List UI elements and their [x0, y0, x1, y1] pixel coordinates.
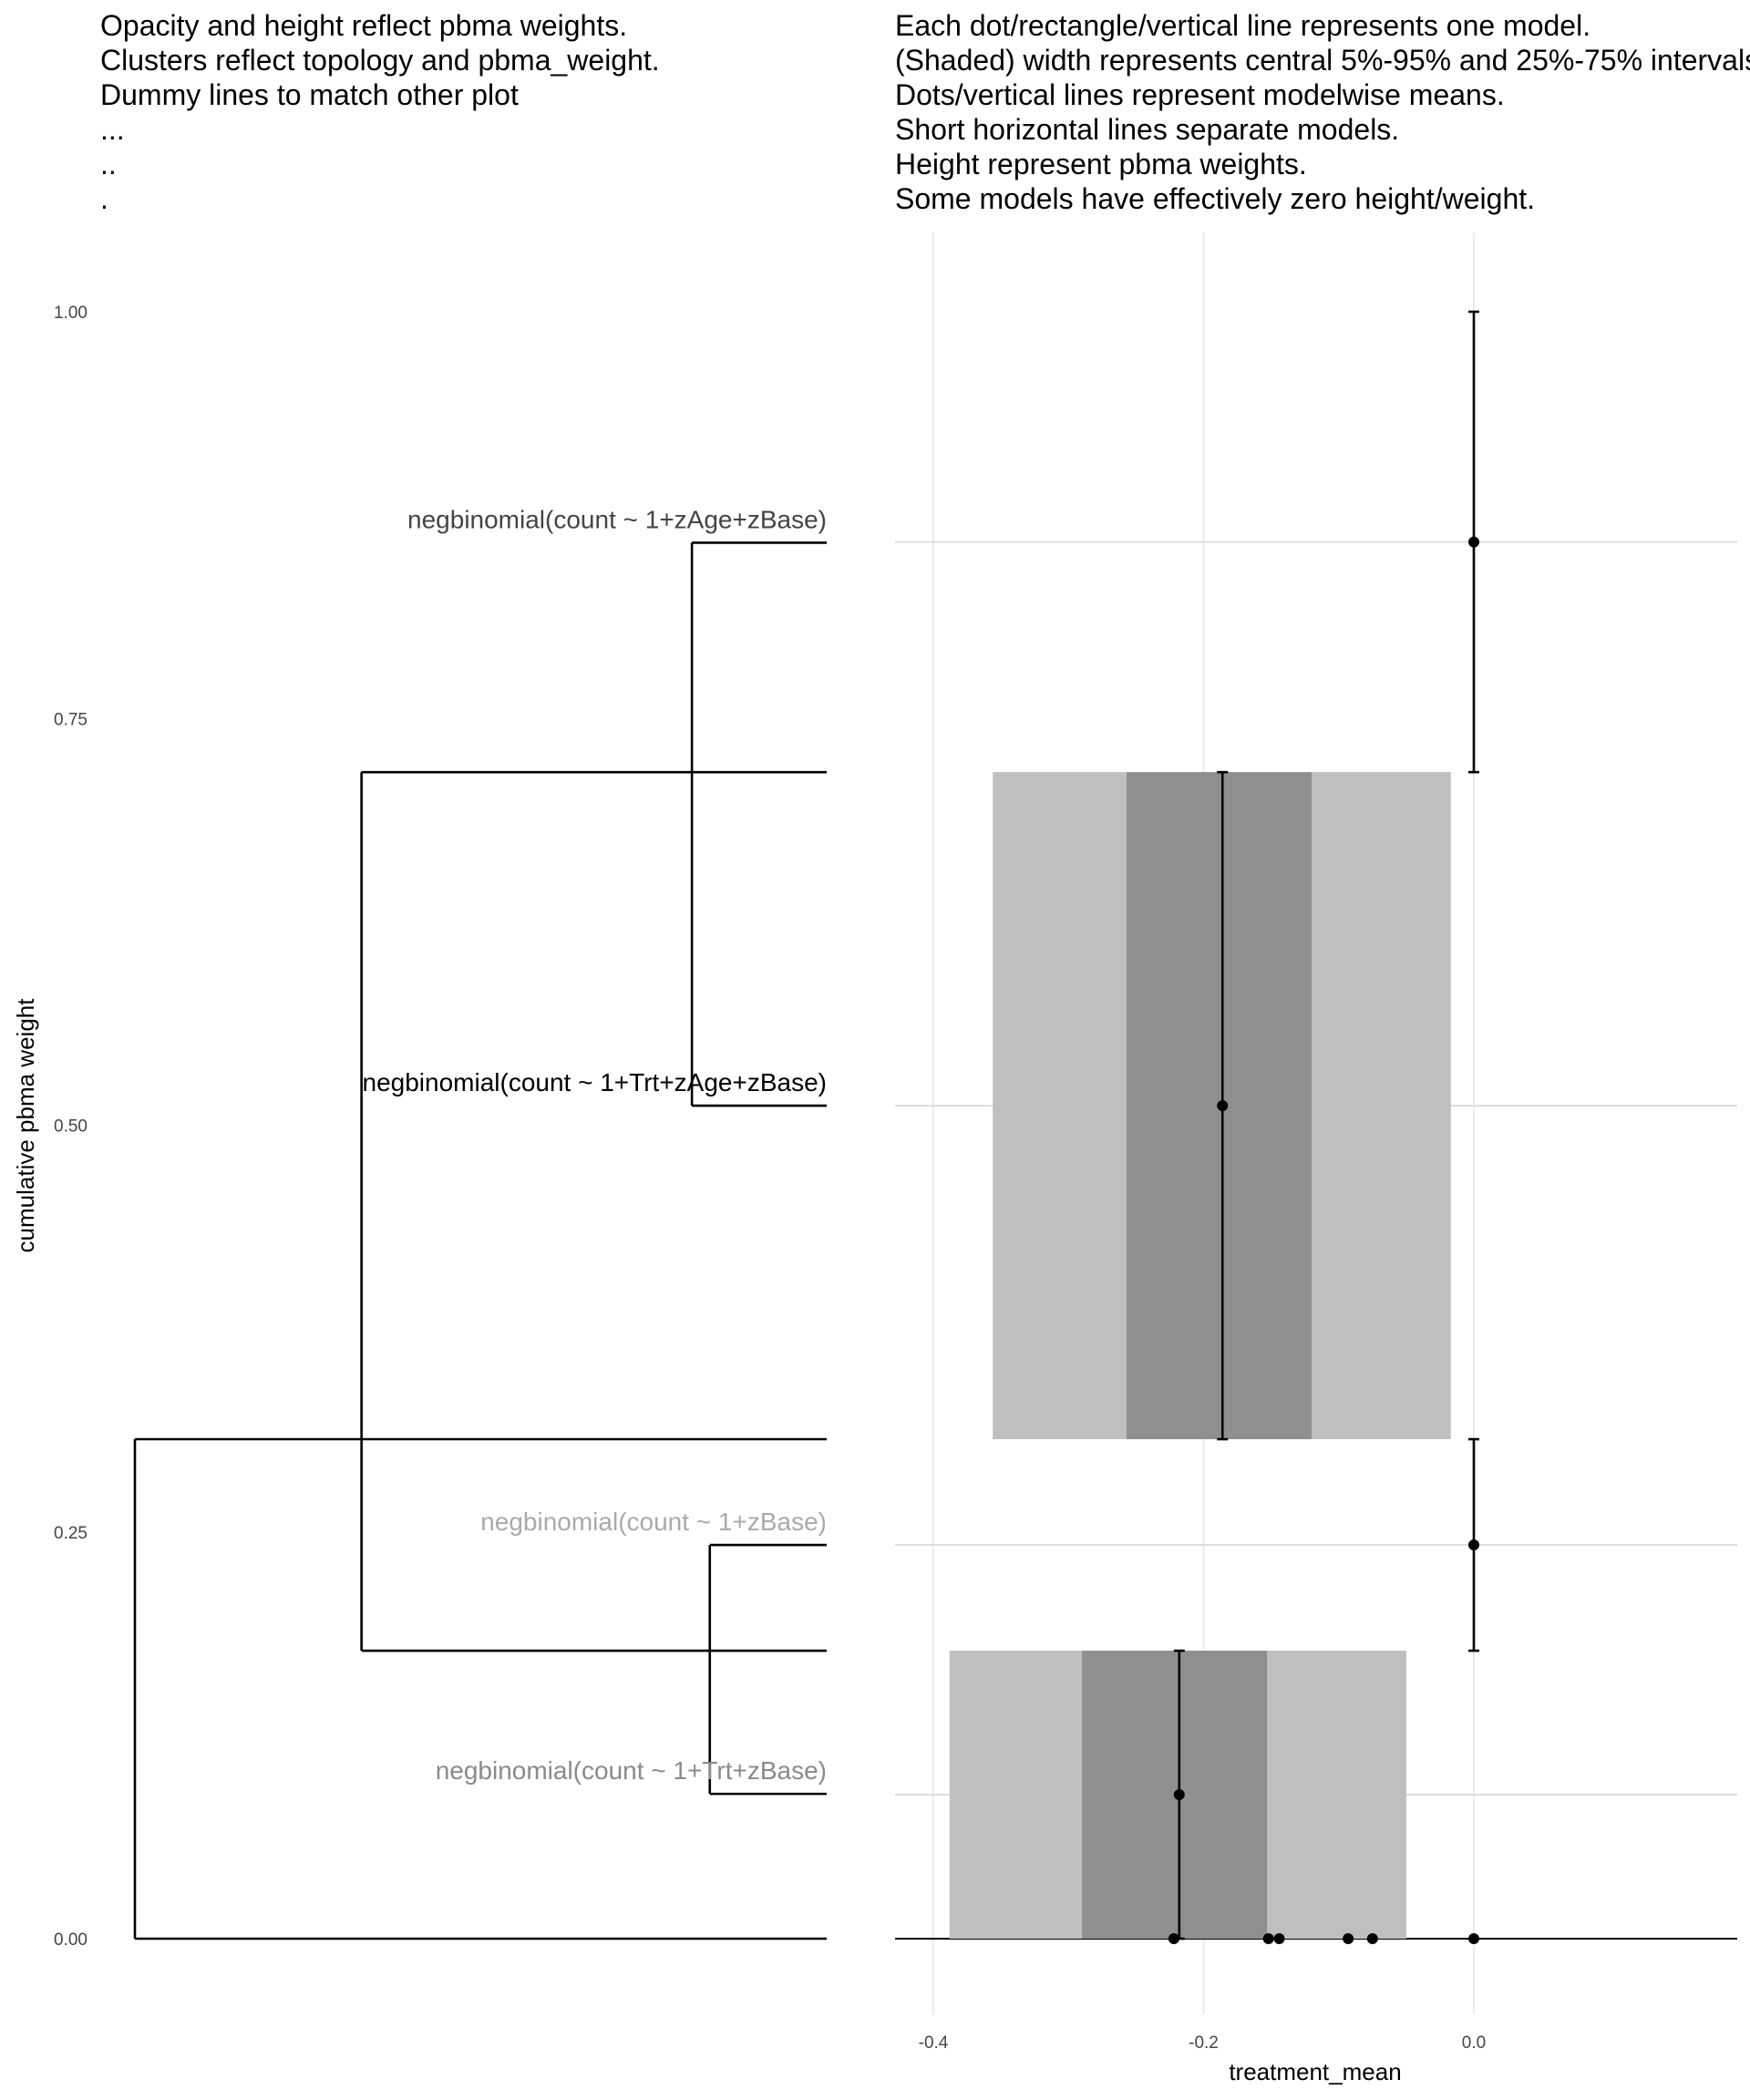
mean-points: [1168, 536, 1479, 1944]
leaf-label: negbinomial(count ~ 1+Trt+zBase): [436, 1756, 827, 1785]
y-tick-label: 1.00: [54, 304, 88, 323]
x-tick-label: 0.0: [1462, 2033, 1486, 2053]
zero-weight-point: [1468, 1933, 1479, 1944]
leaf-label: negbinomial(count ~ 1+Trt+zAge+zBase): [363, 1068, 827, 1096]
dendrogram-annotation: Opacity and height reflect pbma weights.…: [100, 9, 660, 215]
y-tick-label: 0.75: [54, 710, 88, 729]
x-tick-label: -0.4: [919, 2033, 949, 2053]
annotation-line: Each dot/rectangle/vertical line represe…: [895, 9, 1590, 42]
annotation-line: ..: [100, 148, 117, 180]
annotation-line: Height represent pbma weights.: [895, 148, 1307, 180]
annotation-line: ...: [100, 113, 125, 146]
interval-panel: Each dot/rectangle/vertical line represe…: [895, 9, 1750, 2085]
y-tick-label: 0.50: [54, 1117, 88, 1137]
leaf-label: negbinomial(count ~ 1+zAge+zBase): [407, 505, 827, 533]
annotation-line: Some models have effectively zero height…: [895, 182, 1535, 215]
zero-weight-point: [1168, 1933, 1179, 1944]
annotation-line: Short horizontal lines separate models.: [895, 113, 1399, 146]
interval-bands: [949, 772, 1451, 1939]
dendrogram: [133, 541, 827, 1940]
annotation-line: .: [100, 182, 108, 215]
zero-weight-point: [1262, 1933, 1274, 1944]
y-tick-label: 0.00: [54, 1930, 88, 1950]
mean-point: [1173, 1789, 1185, 1801]
annotation-line: (Shaded) width represents central 5%-95%…: [895, 44, 1750, 77]
annotation-line: Dummy lines to match other plot: [100, 78, 519, 111]
zero-weight-point: [1343, 1933, 1354, 1944]
y-axis-label: cumulative pbma weight: [12, 998, 39, 1253]
zero-weight-point: [1366, 1933, 1378, 1944]
y-tick-label: 0.25: [54, 1524, 88, 1543]
x-axis-label: treatment_mean: [1229, 2058, 1401, 2085]
leaf-label: negbinomial(count ~ 1+zBase): [480, 1508, 827, 1536]
mean-point: [1468, 536, 1479, 548]
x-tick-label: -0.2: [1189, 2033, 1219, 2053]
mean-point: [1468, 1539, 1479, 1551]
y-axis-ticks: 0.00 0.25 0.50 0.75 1.00: [54, 304, 88, 1950]
annotation-line: Dots/vertical lines represent modelwise …: [895, 78, 1505, 111]
interval-annotation: Each dot/rectangle/vertical line represe…: [895, 9, 1750, 215]
dendrogram-panel: Opacity and height reflect pbma weights.…: [12, 9, 827, 1950]
mean-point: [1217, 1100, 1229, 1112]
annotation-line: Opacity and height reflect pbma weights.: [100, 9, 627, 42]
annotation-line: Clusters reflect topology and pbma_weigh…: [100, 44, 660, 77]
x-axis-ticks: -0.4 -0.2 0.0: [919, 2033, 1487, 2053]
leaf-labels: negbinomial(count ~ 1+zAge+zBase) negbino…: [363, 505, 827, 1785]
zero-weight-point: [1273, 1933, 1285, 1944]
